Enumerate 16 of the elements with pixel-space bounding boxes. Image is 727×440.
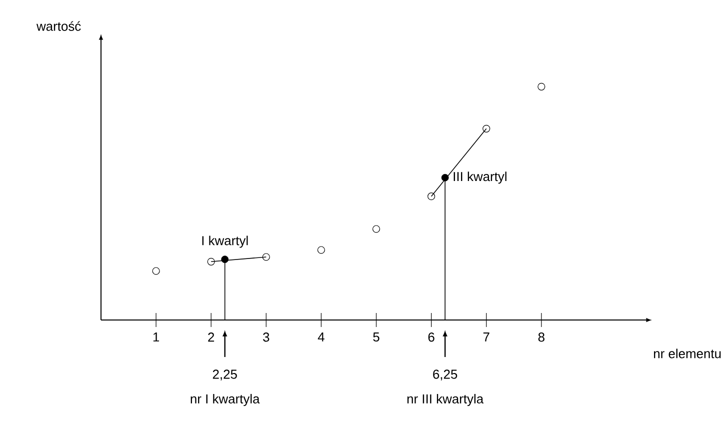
text: nr I kwartyla [190,394,260,406]
annotation: III kwartyl [454,172,506,184]
text: 2,25 [212,370,237,380]
annotation: I kwartyl [202,236,248,248]
x-tick-label: 5 [373,332,380,342]
x-tick-label: 8 [538,332,544,342]
y-axis-title: wartość [36,21,81,31]
x-tick-label: 1 [153,332,160,342]
text: 6,25 [433,370,458,380]
x-tick-label: 2 [208,332,214,342]
x-tick-label: 7 [483,332,490,342]
x-tick-label: 4 [318,332,324,342]
x-axis-title: nr elementu [654,348,721,358]
x-tick-label: 3 [263,332,270,342]
x-tick-label: 6 [428,332,434,342]
text: nr III kwartyla [407,394,484,406]
